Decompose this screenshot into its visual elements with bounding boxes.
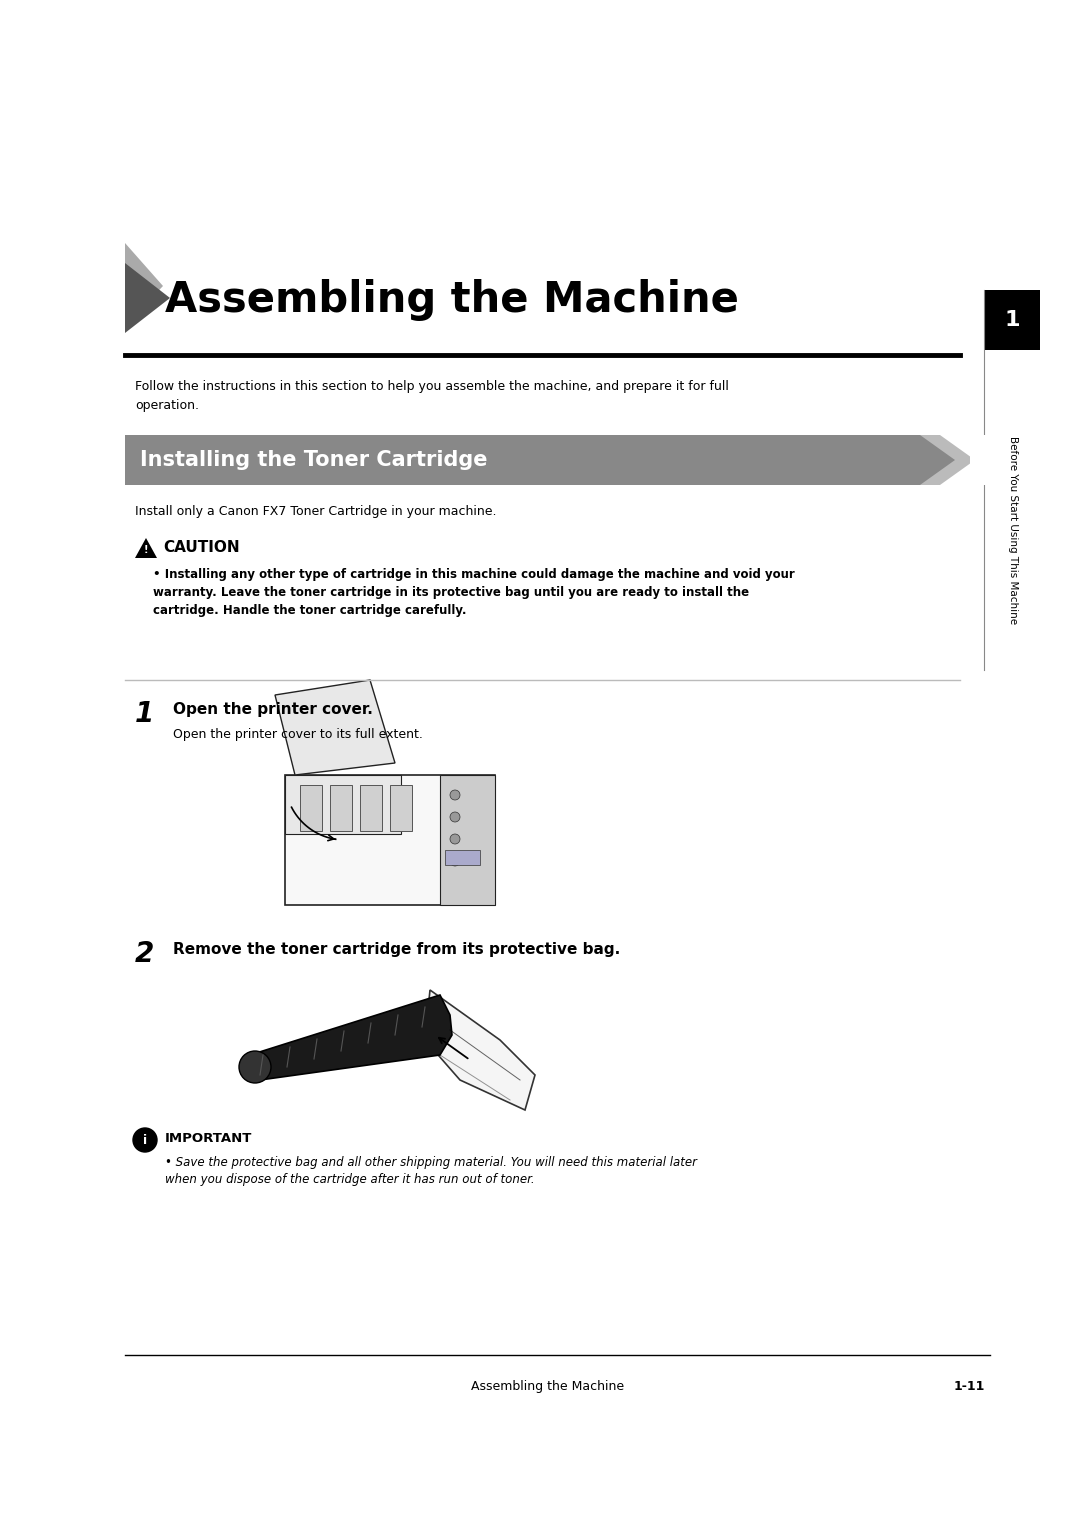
Polygon shape [125, 243, 163, 325]
Text: 1-11: 1-11 [954, 1380, 985, 1394]
Text: • Installing any other type of cartridge in this machine could damage the machin: • Installing any other type of cartridge… [153, 568, 795, 617]
FancyBboxPatch shape [285, 775, 495, 905]
FancyBboxPatch shape [390, 785, 411, 831]
Text: CAUTION: CAUTION [163, 539, 240, 555]
Text: Assembling the Machine: Assembling the Machine [165, 280, 739, 321]
Text: Open the printer cover.: Open the printer cover. [173, 701, 373, 717]
Text: i: i [143, 1134, 147, 1146]
Text: 1: 1 [135, 700, 154, 727]
FancyBboxPatch shape [285, 775, 401, 833]
Text: Remove the toner cartridge from its protective bag.: Remove the toner cartridge from its prot… [173, 941, 620, 957]
Text: Installing the Toner Cartridge: Installing the Toner Cartridge [140, 451, 487, 471]
Polygon shape [426, 990, 535, 1109]
Text: 2: 2 [135, 940, 154, 969]
Polygon shape [920, 435, 970, 484]
FancyBboxPatch shape [125, 435, 960, 484]
Polygon shape [135, 538, 157, 558]
Polygon shape [125, 263, 170, 333]
FancyBboxPatch shape [360, 785, 382, 831]
Circle shape [239, 1051, 271, 1083]
Circle shape [450, 856, 460, 866]
FancyBboxPatch shape [985, 290, 1040, 350]
Text: !: ! [144, 545, 148, 555]
FancyBboxPatch shape [445, 850, 480, 865]
FancyBboxPatch shape [330, 785, 352, 831]
Text: IMPORTANT: IMPORTANT [165, 1132, 253, 1144]
Circle shape [133, 1128, 157, 1152]
Circle shape [450, 790, 460, 801]
Text: • Save the protective bag and all other shipping material. You will need this ma: • Save the protective bag and all other … [165, 1157, 697, 1187]
Text: Open the printer cover to its full extent.: Open the printer cover to its full exten… [173, 727, 423, 741]
Text: Follow the instructions in this section to help you assemble the machine, and pr: Follow the instructions in this section … [135, 380, 729, 411]
FancyBboxPatch shape [300, 785, 322, 831]
Polygon shape [249, 995, 453, 1080]
Circle shape [450, 811, 460, 822]
Text: Assembling the Machine: Assembling the Machine [471, 1380, 624, 1394]
FancyBboxPatch shape [440, 775, 495, 905]
Text: Install only a Canon FX7 Toner Cartridge in your machine.: Install only a Canon FX7 Toner Cartridge… [135, 504, 497, 518]
Text: Before You Start Using This Machine: Before You Start Using This Machine [1008, 435, 1017, 623]
Text: 1: 1 [1004, 310, 1021, 330]
Circle shape [450, 834, 460, 843]
Polygon shape [275, 680, 395, 775]
Polygon shape [940, 435, 990, 484]
